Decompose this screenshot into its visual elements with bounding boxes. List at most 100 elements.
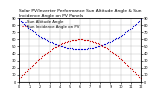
Point [32,64,34,66]
Point [113,53,116,55]
Point [63,42,65,44]
Point [23,23,25,24]
Point [107,42,110,43]
Point [70,48,73,49]
Point [100,45,102,46]
Point [30,29,33,31]
Point [123,33,125,34]
Point [60,43,62,45]
Point [140,19,142,20]
Point [138,76,140,78]
Point [100,44,102,46]
Point [86,48,88,49]
Point [138,20,140,22]
Point [75,48,77,50]
Point [33,62,36,64]
Point [127,29,130,31]
Point [133,24,136,26]
Text: Solar PV/Inverter Performance Sun Altitude Angle & Sun Incidence Angle on PV Pan: Solar PV/Inverter Performance Sun Altitu… [19,9,142,18]
Point [47,40,50,42]
Point [53,47,56,48]
Point [110,40,113,42]
Point [64,46,67,48]
Point [95,46,97,48]
Point [101,44,104,46]
Point [49,41,51,42]
Point [35,61,37,63]
Point [69,40,71,41]
Point [67,47,70,49]
Point [103,44,105,45]
Point [90,47,93,49]
Point [132,26,134,27]
Point [18,78,20,79]
Point [27,68,30,70]
Point [112,39,114,41]
Point [46,39,48,41]
Point [50,42,53,43]
Point [72,48,74,49]
Point [18,19,20,20]
Point [132,70,134,72]
Point [93,46,96,48]
Point [41,37,44,38]
Point [101,45,104,46]
Point [129,67,131,68]
Point [29,67,31,68]
Point [126,30,128,32]
Point [135,23,137,24]
Point [43,54,45,56]
Point [29,28,31,30]
Point [56,44,59,46]
Point [56,45,59,46]
Point [76,39,79,40]
Point [53,43,56,45]
Point [83,48,85,50]
Point [46,52,48,54]
Point [96,43,99,44]
Point [40,36,42,37]
Point [81,39,84,40]
Point [121,60,124,61]
Point [72,39,74,41]
Point [33,32,36,33]
Point [80,38,82,40]
Point [41,56,44,57]
Point [90,40,93,42]
Point [35,33,37,34]
Point [70,40,73,41]
Point [127,65,130,67]
Point [98,43,100,45]
Point [52,42,54,44]
Point [26,26,28,27]
Point [73,48,76,50]
Point [130,68,133,70]
Point [110,51,113,52]
Point [124,32,127,33]
Point [81,48,84,50]
Point [61,43,64,44]
Point [109,50,111,51]
Point [130,27,133,28]
Point [89,40,91,41]
Point [63,46,65,48]
Point [120,35,122,36]
Point [89,47,91,49]
Point [135,73,137,75]
Point [66,41,68,42]
Point [58,45,60,46]
Point [47,51,50,52]
Point [20,76,22,78]
Point [38,58,40,60]
Point [84,39,87,40]
Point [55,44,57,45]
Point [107,49,110,50]
Point [21,74,24,76]
Point [58,44,60,46]
Point [86,39,88,41]
Point [40,57,42,59]
Point [109,41,111,42]
Point [24,24,27,26]
Point [32,30,34,32]
Point [61,46,64,47]
